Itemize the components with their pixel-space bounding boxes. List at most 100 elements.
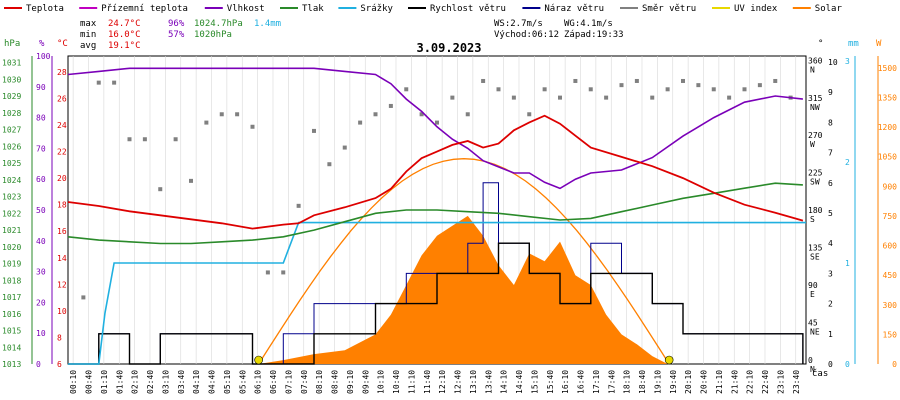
x-tick-label-1: 00:40: [85, 370, 94, 394]
legend-label-0: Teplota: [26, 4, 64, 14]
ms-tick-4: 4: [828, 239, 833, 248]
stats-panel: max 24.7°C 96% 1024.7hPa 1.4mm min 16.0°…: [80, 19, 624, 51]
x-tick-label-25: 12:40: [454, 370, 463, 394]
sunset-marker: [664, 355, 674, 365]
c-tick-8: 22: [57, 148, 67, 157]
mm-tick-1: 1: [845, 259, 850, 268]
wind-dir-point: [419, 112, 424, 117]
ms-tick-1: 1: [828, 330, 833, 339]
wind-dir-point: [189, 178, 193, 183]
wind-dir-point: [634, 78, 639, 83]
hpa-tick-15: 1028: [2, 109, 21, 118]
pct-tick-9: 90: [36, 83, 46, 92]
dir-tick-deg-8: 360: [808, 56, 823, 65]
hpa-tick-6: 1019: [2, 260, 21, 269]
series-temperature: [67, 114, 804, 230]
x-tick-label-16: 08:10: [315, 370, 324, 394]
hpa-tick-1: 1014: [2, 343, 21, 352]
ms-tick-3: 3: [828, 269, 833, 278]
x-tick-label-38: 19:10: [653, 370, 662, 394]
x-tick-label-9: 04:40: [208, 370, 217, 394]
hpa-tick-10: 1023: [2, 193, 21, 202]
ms-tick-7: 7: [828, 149, 833, 158]
x-tick-label-26: 13:10: [469, 370, 478, 394]
hpa-tick-9: 1022: [2, 209, 21, 218]
c-tick-6: 18: [57, 201, 67, 210]
stats-max-rain: 1.4mm: [254, 19, 281, 29]
x-tick-label-31: 15:40: [546, 370, 555, 394]
x-tick-label-36: 18:10: [623, 370, 632, 394]
wind-dir-point: [696, 83, 701, 88]
x-tick-label-10: 05:10: [223, 370, 232, 394]
w-tick-10: 1500: [878, 64, 897, 73]
c-tick-2: 10: [57, 307, 67, 316]
x-tick-label-8: 04:10: [192, 370, 201, 394]
pct-tick-8: 80: [36, 114, 46, 123]
dir-tick-abbr-5: SW: [810, 178, 820, 187]
x-tick-label-40: 20:10: [684, 370, 693, 394]
x-tick-label-43: 21:40: [730, 370, 739, 394]
c-tick-11: 28: [57, 68, 67, 77]
x-tick-label-21: 10:40: [392, 370, 401, 394]
wind-dir-point: [481, 78, 486, 83]
c-tick-9: 24: [57, 121, 67, 130]
series-wind-speed: [68, 242, 804, 365]
dir-tick-deg-1: 45: [808, 319, 818, 328]
x-tick-label-39: 19:40: [669, 370, 678, 394]
hpa-tick-13: 1026: [2, 142, 21, 151]
hpa-tick-4: 1017: [2, 293, 21, 302]
hpa-tick-14: 1027: [2, 126, 21, 135]
legend-label-7: Směr větru: [642, 4, 696, 14]
x-tick-label-32: 16:10: [561, 370, 570, 394]
dir-tick-deg-6: 270: [808, 131, 823, 140]
wind-dir-point: [112, 80, 117, 85]
mm-tick-3: 3: [845, 57, 850, 66]
x-tick-label-17: 08:40: [331, 370, 340, 394]
hpa-tick-18: 1031: [2, 59, 21, 68]
c-tick-3: 12: [57, 280, 67, 289]
sunrise-marker: [254, 355, 263, 365]
series-solar-theoretical: [258, 158, 670, 365]
pct-tick-10: 100: [36, 52, 51, 61]
w-tick-5: 750: [883, 212, 898, 221]
wind-dir-point: [757, 83, 762, 88]
stats-max-press: 1024.7hPa: [194, 19, 243, 29]
hpa-tick-12: 1025: [2, 159, 21, 168]
hpa-tick-5: 1018: [2, 276, 21, 285]
pct-tick-7: 70: [36, 144, 46, 153]
legend-label-9: Solar: [815, 4, 843, 14]
x-tick-label-0: 00:10: [69, 370, 78, 394]
hpa-tick-2: 1015: [2, 327, 21, 336]
stats-ws: WS:2.7m/s: [494, 19, 543, 29]
pct-tick-2: 20: [36, 298, 46, 307]
legend-label-2: Vlhkost: [227, 4, 265, 14]
ms-tick-6: 6: [828, 179, 833, 188]
dir-tick-deg-3: 135: [808, 244, 823, 253]
x-tick-label-27: 13:40: [484, 370, 493, 394]
x-tick-label-12: 06:10: [254, 370, 263, 394]
c-tick-1: 8: [57, 333, 62, 342]
pct-tick-1: 10: [36, 329, 46, 338]
pct-unit: %: [39, 39, 45, 49]
dir-tick-deg-4: 180: [808, 206, 823, 215]
ms-tick-0: 0: [828, 360, 833, 369]
wind-dir-point: [404, 87, 409, 92]
stats-avg-label: avg: [80, 41, 96, 51]
x-tick-label-33: 16:40: [577, 370, 586, 394]
chart-legend: Teplota Přízemní teplota Vlhkost Tlak Srážky…: [4, 4, 842, 14]
wind-dir-point: [81, 295, 86, 300]
wind-dir-point: [96, 80, 101, 85]
x-tick-label-3: 01:40: [115, 370, 124, 394]
w-tick-2: 300: [883, 301, 898, 310]
stats-max-temp: 24.7°C: [108, 19, 141, 29]
x-tick-label-5: 02:40: [146, 370, 155, 394]
dir-tick-abbr-1: NE: [810, 328, 820, 337]
w-tick-0: 0: [892, 360, 897, 369]
w-tick-9: 1350: [878, 93, 897, 102]
x-tick-label-11: 05:40: [238, 370, 247, 394]
x-tick-label-34: 17:10: [592, 370, 601, 394]
wind-dir-point: [158, 187, 163, 192]
c-tick-0: 6: [57, 360, 62, 369]
x-tick-label-46: 23:10: [776, 370, 785, 394]
wind-dir-point: [711, 87, 716, 92]
